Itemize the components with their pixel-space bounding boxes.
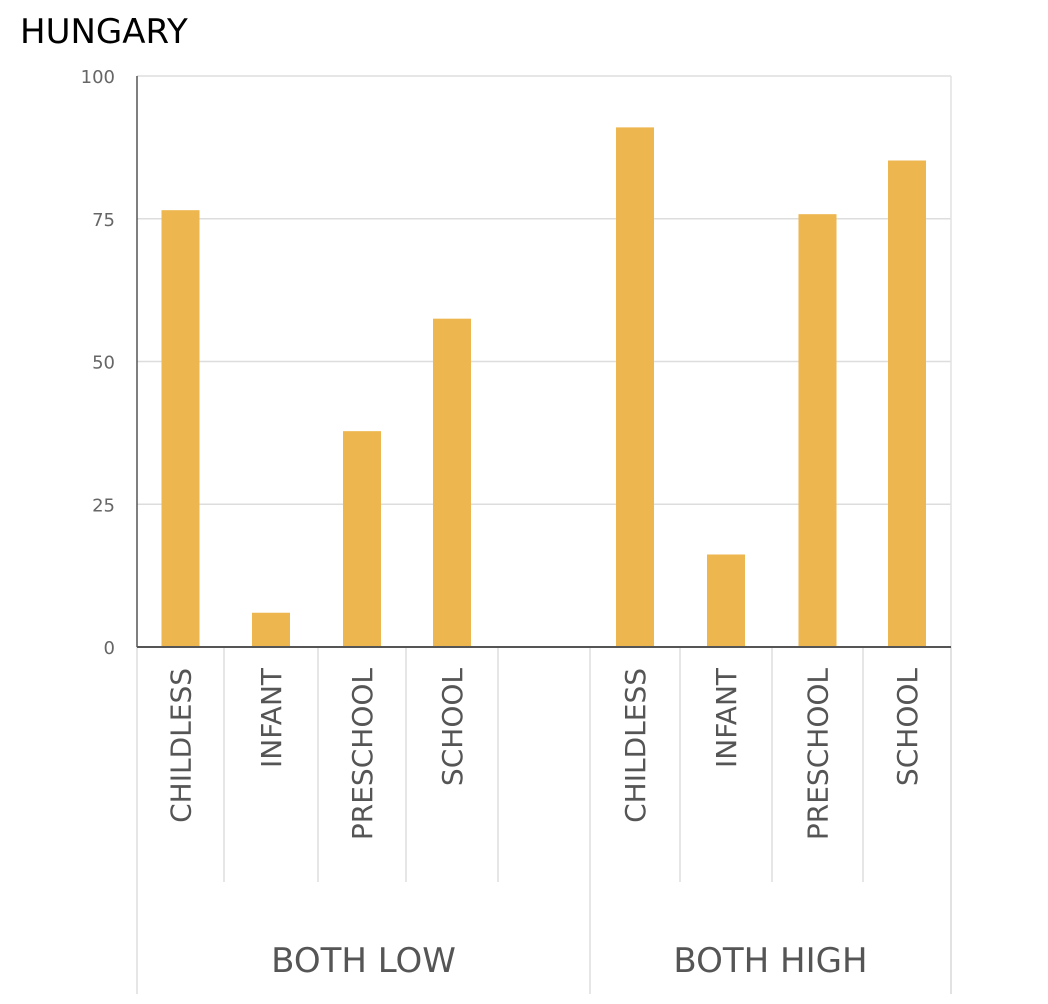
- bar: [616, 127, 654, 647]
- y-tick-label: 75: [92, 210, 115, 231]
- y-tick-label: 0: [104, 638, 115, 659]
- y-tick-label: 25: [92, 495, 115, 516]
- bar: [433, 318, 471, 647]
- axes-layer: [136, 76, 951, 648]
- y-tick-label: 100: [81, 67, 115, 88]
- x-category-label: INFANT: [710, 667, 743, 768]
- x-category-label: PRESCHOOL: [802, 668, 835, 840]
- bars-layer: [161, 127, 926, 647]
- grid-layer: [136, 75, 952, 994]
- bar: [707, 554, 745, 647]
- x-category-label: CHILDLESS: [619, 668, 652, 823]
- bar: [888, 160, 926, 647]
- x-category-label: CHILDLESS: [165, 668, 198, 823]
- x-category-label: PRESCHOOL: [346, 668, 379, 840]
- bar: [252, 612, 290, 647]
- bar: [161, 210, 200, 647]
- bar: [798, 214, 837, 647]
- x-category-label: SCHOOL: [436, 668, 469, 786]
- x-group-label: BOTH LOW: [271, 941, 456, 981]
- x-category-label: INFANT: [255, 667, 288, 768]
- chart-title: HUNGARY: [20, 12, 188, 52]
- x-category-label: SCHOOL: [891, 668, 924, 786]
- bar: [343, 431, 381, 647]
- x-group-label: BOTH HIGH: [673, 941, 867, 981]
- y-tick-label: 50: [92, 353, 115, 374]
- labels-layer: 0 25 50 75 100 CHILDLESS INFANT PRESCHOOL SCHOOL…: [81, 67, 924, 981]
